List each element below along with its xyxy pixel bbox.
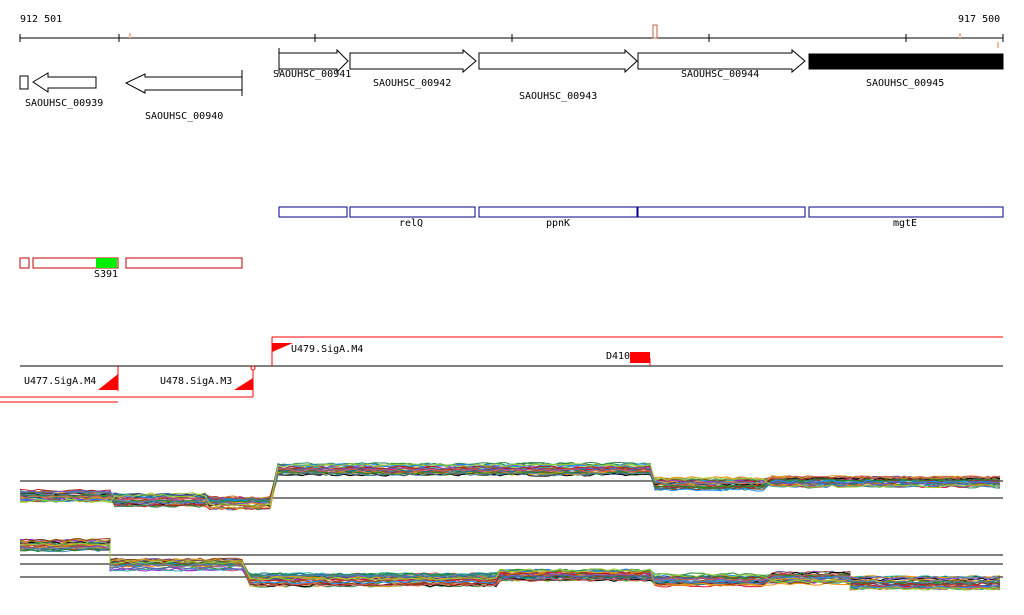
- gene-name-label-relQ: relQ: [399, 218, 424, 229]
- expression-line: [19, 546, 1001, 585]
- gene-name-box-mgtE[interactable]: [808, 206, 1004, 218]
- gene-label-SAOUHSC_00945: SAOUHSC_00945: [866, 78, 945, 89]
- tss-flag-U478[interactable]: [234, 378, 253, 390]
- tss-label-U479: U479.SigA.M4: [291, 344, 364, 355]
- segment-label-S391: S391: [94, 269, 119, 280]
- gene-arrow-SAOUHSC_00945[interactable]: [808, 53, 1004, 70]
- expression-line: [19, 468, 1001, 508]
- gene-label-SAOUHSC_00941: SAOUHSC_00941: [273, 69, 352, 80]
- gene-name-box-relQ[interactable]: [349, 206, 476, 218]
- segment-S391-highlight[interactable]: [96, 258, 117, 268]
- coord-start-label: 912 501: [20, 14, 63, 25]
- segment-box[interactable]: [19, 257, 30, 269]
- expression-line: [19, 463, 1001, 507]
- gene-label-SAOUHSC_00944: SAOUHSC_00944: [681, 69, 760, 80]
- expression-panel-bottom: [19, 538, 1003, 591]
- tss-label-U478: U478.SigA.M3: [160, 376, 233, 387]
- gene-name-box-ppnK[interactable]: [478, 206, 638, 218]
- coordinate-ruler: [19, 24, 1004, 48]
- gene-track: [19, 48, 1004, 96]
- expression-line: [20, 471, 1001, 504]
- gene-arrow-SAOUHSC_00939[interactable]: [32, 72, 97, 93]
- tss-label-U477: U477.SigA.M4: [24, 376, 97, 387]
- tss-flag-U477[interactable]: [98, 374, 118, 390]
- gene-stub: [19, 75, 29, 90]
- expression-line: [19, 542, 1001, 591]
- gene-name-box[interactable]: [637, 206, 806, 218]
- gene-label-SAOUHSC_00939: SAOUHSC_00939: [25, 98, 104, 109]
- gene-arrow-SAOUHSC_00941[interactable]: [278, 48, 349, 74]
- gene-name-box[interactable]: [278, 206, 348, 218]
- gene-arrow-SAOUHSC_00944[interactable]: [637, 48, 806, 74]
- gene-label-SAOUHSC_00940: SAOUHSC_00940: [145, 111, 224, 122]
- gene-label-SAOUHSC_00942: SAOUHSC_00942: [373, 78, 452, 89]
- gene-label-SAOUHSC_00943: SAOUHSC_00943: [519, 91, 598, 102]
- gene-name-track: [278, 206, 1004, 218]
- tss-flag-U479[interactable]: [272, 343, 293, 352]
- deletion-D410[interactable]: [630, 352, 650, 363]
- expression-panel-top: [19, 461, 1003, 511]
- tss-track: [0, 336, 1003, 403]
- gene-name-label-mgtE: mgtE: [893, 218, 918, 229]
- segment-box[interactable]: [125, 257, 243, 269]
- expression-lines-top: [19, 461, 1001, 511]
- segment-track: [19, 257, 243, 269]
- expression-line: [19, 545, 1001, 582]
- ruler-marker: [652, 24, 658, 39]
- coord-end-label: 917 500: [958, 14, 1001, 25]
- gene-arrow-SAOUHSC_00943[interactable]: [478, 48, 638, 74]
- expression-lines-bottom: [19, 538, 1001, 591]
- gene-arrow-SAOUHSC_00942[interactable]: [349, 48, 477, 74]
- gene-arrow-SAOUHSC_00940[interactable]: [124, 73, 243, 94]
- segment-box[interactable]: [32, 257, 119, 269]
- deletion-label-D410: D410: [606, 351, 631, 362]
- expression-line: [19, 546, 1001, 587]
- gene-name-label-ppnK: ppnK: [546, 218, 571, 229]
- expression-line: [19, 542, 1001, 591]
- expression-line: [20, 472, 1001, 505]
- expression-line: [19, 548, 1001, 584]
